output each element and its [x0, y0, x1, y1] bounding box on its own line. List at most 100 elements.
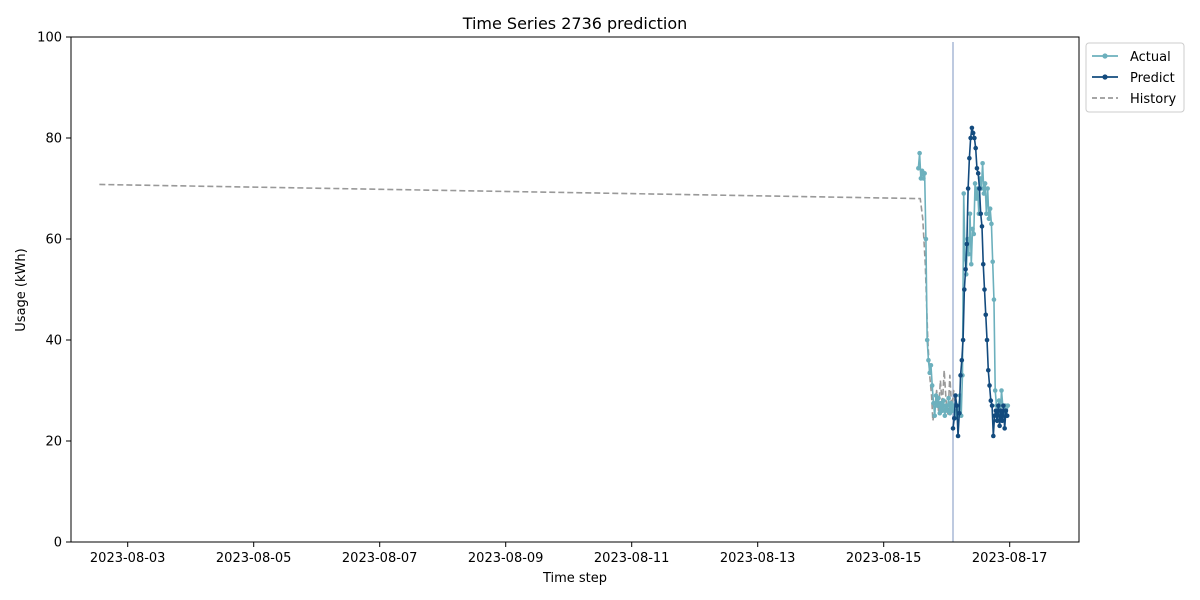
actual-point	[932, 413, 938, 419]
actual-point	[984, 211, 989, 217]
x-tick-label: 2023-08-05	[216, 551, 292, 566]
actual-point	[931, 400, 936, 406]
predict-point	[991, 433, 996, 439]
actual-point	[980, 160, 985, 166]
actual-point	[924, 337, 930, 343]
predict-point	[958, 373, 963, 378]
predict-point	[965, 186, 971, 191]
actual-point	[966, 251, 972, 257]
actual-point	[927, 370, 932, 376]
predict-point	[975, 171, 981, 176]
actual-point	[992, 388, 998, 393]
legend-predict-marker	[1102, 74, 1108, 80]
chart-title: Time Series 2736 prediction	[462, 14, 688, 33]
actual-point	[974, 196, 979, 201]
actual-point	[926, 357, 931, 363]
predict-point	[962, 287, 967, 292]
x-tick-label: 2023-08-11	[594, 551, 670, 566]
predict-point	[964, 241, 970, 247]
predict-point	[1002, 426, 1007, 431]
predict-point	[954, 403, 960, 408]
legend-predict-label: Predict	[1130, 71, 1175, 86]
actual-series-line	[917, 152, 1009, 420]
predict-point	[1004, 413, 1010, 419]
actual-point	[971, 231, 977, 237]
actual-point	[939, 408, 945, 414]
actual-point	[916, 166, 921, 171]
predict-point	[982, 287, 987, 292]
actual-point	[972, 181, 978, 186]
predict-point	[1003, 408, 1009, 414]
predict-point	[1001, 403, 1006, 408]
predict-point	[999, 418, 1005, 424]
actual-point	[970, 226, 975, 232]
actual-point	[999, 388, 1004, 393]
predict-point	[978, 211, 984, 217]
predict-point	[959, 357, 965, 363]
actual-point	[967, 211, 973, 217]
actual-point	[989, 221, 994, 227]
actual-point	[946, 395, 951, 401]
predict-point	[984, 337, 990, 343]
predict-point	[973, 145, 978, 151]
x-tick-label: 2023-08-09	[468, 551, 544, 566]
predict-point	[993, 408, 999, 414]
predict-point	[994, 418, 1000, 424]
predict-point	[969, 125, 975, 131]
y-tick-label: 20	[45, 435, 62, 450]
legend-actual-marker	[1102, 53, 1108, 59]
actual-point	[991, 297, 997, 302]
x-tick-label: 2023-08-13	[720, 551, 796, 566]
y-tick-label: 100	[37, 31, 62, 46]
y-tick-label: 80	[45, 132, 62, 147]
actual-point	[941, 398, 946, 403]
predict-point	[951, 415, 957, 421]
legend-frame	[1085, 42, 1185, 113]
actual-point	[928, 362, 934, 368]
actual-point	[950, 408, 955, 414]
predict-point	[974, 166, 980, 171]
predict-point	[950, 426, 956, 431]
actual-point	[981, 191, 987, 196]
actual-point	[929, 383, 935, 388]
actual-point	[968, 261, 974, 267]
predict-point	[967, 155, 972, 161]
actual-point	[942, 413, 948, 419]
x-axis-label: Time step	[542, 571, 607, 586]
legend-history-label: History	[1130, 92, 1177, 107]
actual-point	[987, 206, 993, 211]
actual-point	[1005, 403, 1011, 408]
predict-point	[968, 135, 973, 141]
predict-point	[985, 368, 991, 373]
predict-point	[996, 403, 1001, 408]
actual-point	[985, 186, 990, 191]
actual-point	[986, 216, 992, 222]
actual-point	[921, 176, 926, 181]
predict-point	[977, 186, 982, 191]
predict-point	[998, 408, 1004, 414]
predict-point	[997, 423, 1002, 429]
predict-point	[989, 403, 995, 408]
predict-series-line	[952, 127, 1008, 437]
actual-point	[943, 403, 949, 408]
predict-point	[960, 337, 966, 343]
legend-actual-label: Actual	[1130, 50, 1171, 65]
y-tick-label: 40	[45, 334, 62, 349]
actual-point	[922, 171, 927, 176]
x-tick-label: 2023-08-03	[90, 551, 166, 566]
y-tick-label: 60	[45, 233, 62, 248]
actual-point	[923, 236, 929, 242]
predict-point	[987, 383, 992, 388]
predict-point	[992, 413, 997, 419]
y-axis-label: Usage (kWh)	[14, 248, 29, 331]
x-tick-label: 2023-08-15	[846, 551, 922, 566]
plot-frame	[70, 36, 1080, 543]
predict-point	[983, 312, 989, 318]
actual-point	[961, 191, 967, 196]
actual-point	[990, 259, 995, 265]
actual-point	[982, 181, 988, 186]
predict-point	[970, 130, 976, 136]
x-tick-label: 2023-08-07	[342, 551, 418, 566]
actual-point	[936, 395, 941, 401]
